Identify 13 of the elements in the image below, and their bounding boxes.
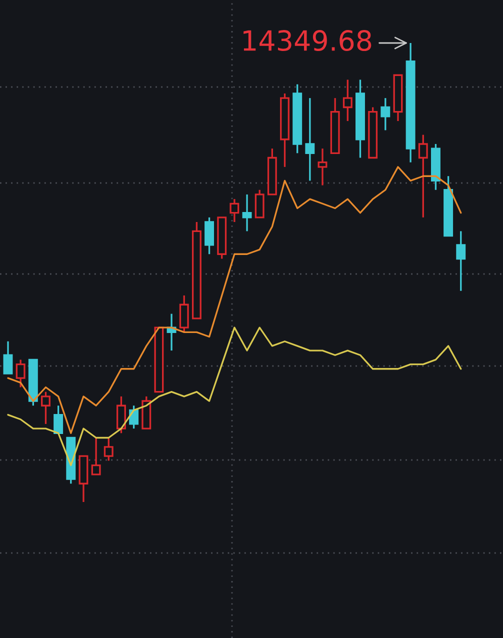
candlestick: [356, 78, 365, 159]
candlestick: [292, 83, 302, 154]
candlestick: [418, 134, 428, 218]
candlestick: [406, 42, 416, 164]
candlestick: [305, 97, 315, 182]
candlestick: [456, 230, 466, 292]
candlestick: [16, 358, 26, 388]
candlestick: [318, 148, 328, 186]
candlestick: [230, 198, 240, 223]
candlestick: [242, 194, 252, 232]
annotation: 14349.68: [244, 30, 372, 52]
candlestick: [380, 97, 390, 132]
candlestick: [342, 78, 352, 122]
